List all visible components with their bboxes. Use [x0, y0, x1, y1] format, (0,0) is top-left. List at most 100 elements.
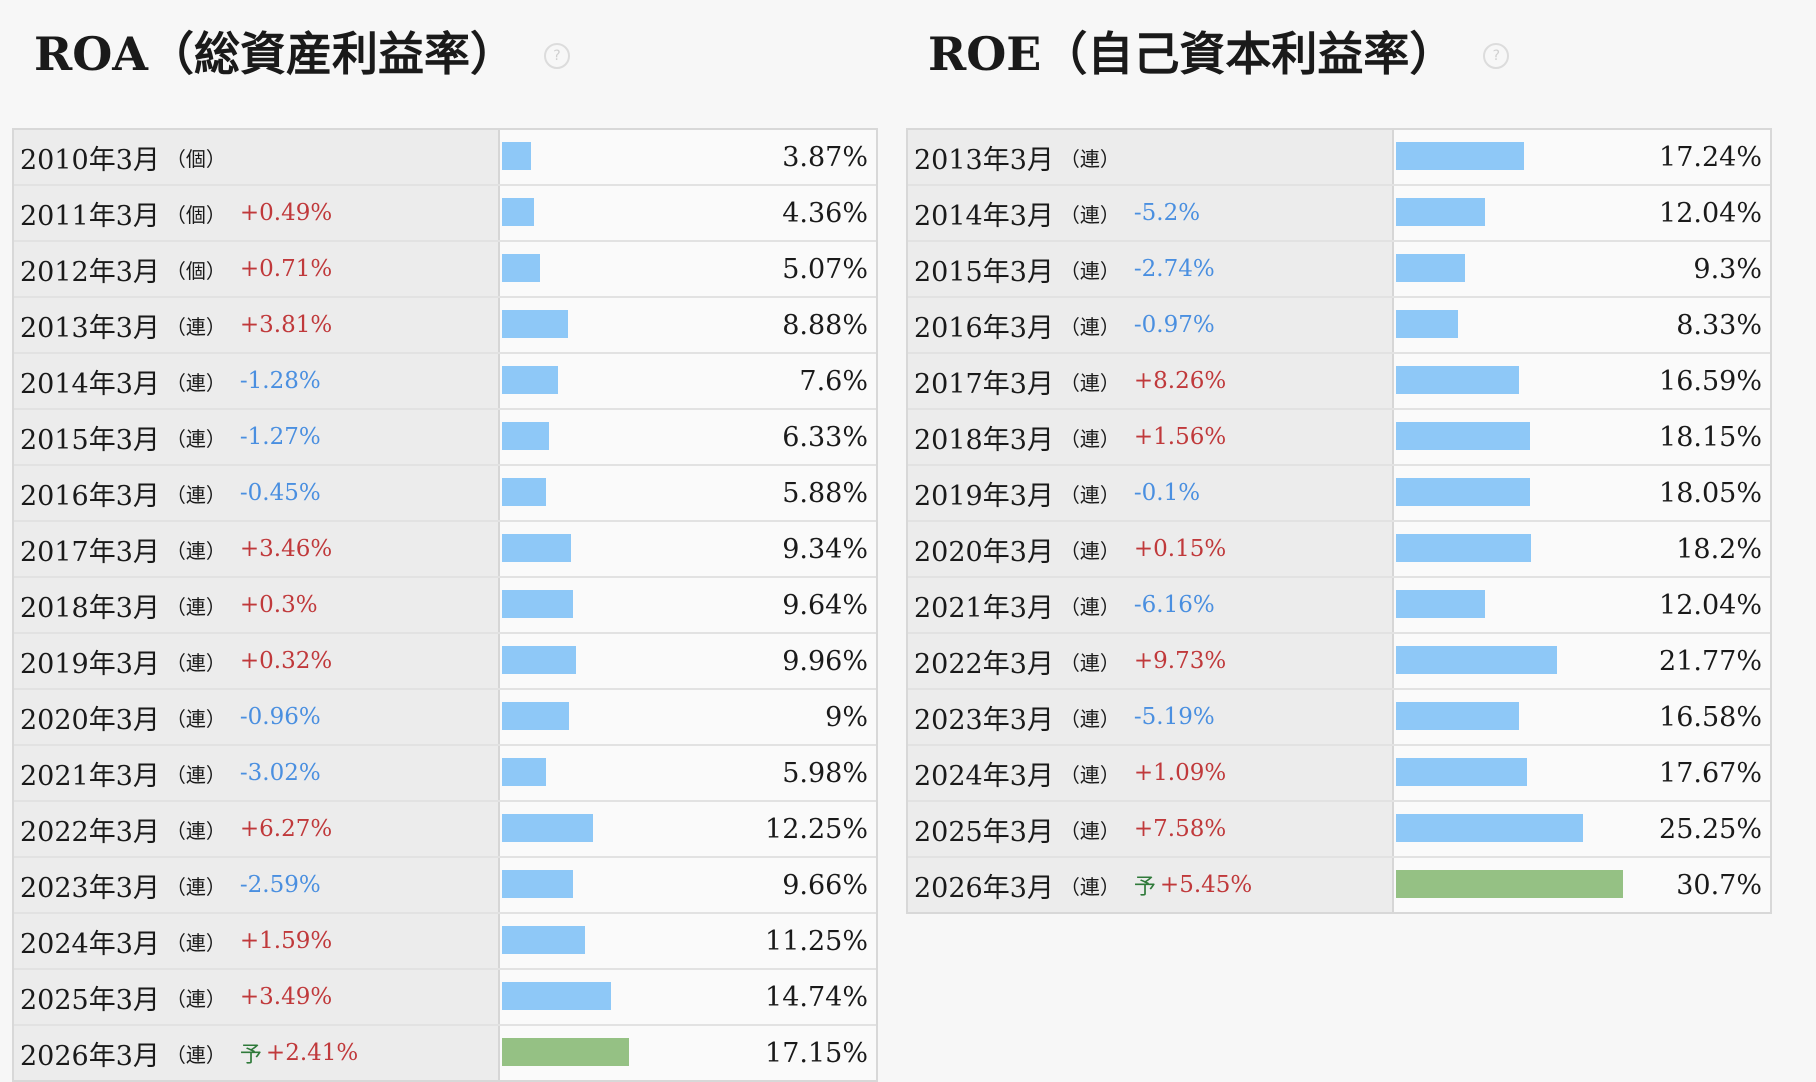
bar-cell: 12.04% — [1396, 578, 1770, 632]
consolidation-label: （連） — [165, 706, 226, 731]
consolidation-label: （連） — [165, 986, 226, 1011]
table-row: 2021年3月 （連） -6.16% 12.04% — [908, 578, 1770, 634]
change-value: -0.45% — [239, 480, 321, 506]
period-label: 2014年3月 — [914, 200, 1054, 232]
bar-cell: 18.05% — [1396, 466, 1770, 520]
consolidation-label: （連） — [165, 370, 226, 395]
period-label: 2012年3月 — [20, 256, 160, 288]
change-value: -2.59% — [239, 872, 321, 898]
help-icon[interactable]: ? — [544, 43, 570, 69]
change-value: +0.49% — [239, 200, 333, 226]
value-bar — [502, 254, 540, 282]
row-label: 2024年3月 （連） +1.09% — [908, 746, 1394, 800]
value-label: 16.58% — [1659, 701, 1762, 733]
value-bar — [502, 478, 546, 506]
consolidation-label: （連） — [165, 482, 226, 507]
value-bar — [502, 982, 611, 1010]
roe-table: 2013年3月 （連） 17.24% 2014年3月 （連） -5.2% 12.04% 201… — [906, 128, 1772, 914]
row-label: 2021年3月 （連） -6.16% — [908, 578, 1394, 632]
row-label: 2012年3月 （個） +0.71% — [14, 242, 500, 296]
consolidation-label: （連） — [1059, 706, 1120, 731]
period-label: 2021年3月 — [914, 592, 1054, 624]
row-label: 2026年3月 （連） 予 +5.45% — [908, 858, 1394, 912]
row-label: 2014年3月 （連） -1.28% — [14, 354, 500, 408]
bar-cell: 30.7% — [1396, 858, 1770, 912]
row-label: 2025年3月 （連） +3.49% — [14, 970, 500, 1024]
value-label: 9% — [825, 701, 868, 733]
period-label: 2022年3月 — [20, 816, 160, 848]
table-row: 2015年3月 （連） -1.27% 6.33% — [14, 410, 876, 466]
value-bar — [502, 758, 546, 786]
value-bar — [502, 646, 576, 674]
change-value: -6.16% — [1133, 592, 1215, 618]
table-row: 2016年3月 （連） -0.45% 5.88% — [14, 466, 876, 522]
consolidation-label: （連） — [165, 930, 226, 955]
value-label: 9.96% — [782, 645, 868, 677]
value-bar — [1396, 702, 1519, 730]
value-label: 8.88% — [782, 309, 868, 341]
change-value: +3.81% — [239, 312, 333, 338]
forecast-bar — [502, 1038, 629, 1066]
period-label: 2024年3月 — [20, 928, 160, 960]
value-bar — [1396, 814, 1583, 842]
period-label: 2015年3月 — [20, 424, 160, 456]
period-label: 2019年3月 — [20, 648, 160, 680]
bar-cell: 5.88% — [502, 466, 876, 520]
change-value: -1.27% — [239, 424, 321, 450]
value-bar — [502, 366, 558, 394]
row-label: 2014年3月 （連） -5.2% — [908, 186, 1394, 240]
value-label: 9.34% — [782, 533, 868, 565]
bar-cell: 9% — [502, 690, 876, 744]
value-label: 4.36% — [782, 197, 868, 229]
bar-cell: 8.33% — [1396, 298, 1770, 352]
table-row: 2018年3月 （連） +0.3% 9.64% — [14, 578, 876, 634]
value-label: 16.59% — [1659, 365, 1762, 397]
table-row: 2015年3月 （連） -2.74% 9.3% — [908, 242, 1770, 298]
value-bar — [502, 870, 573, 898]
row-label: 2019年3月 （連） +0.32% — [14, 634, 500, 688]
change-value: -0.96% — [239, 704, 321, 730]
table-row: 2024年3月 （連） +1.09% 17.67% — [908, 746, 1770, 802]
period-label: 2021年3月 — [20, 760, 160, 792]
change-value: -3.02% — [239, 760, 321, 786]
value-bar — [1396, 310, 1458, 338]
row-label: 2010年3月 （個） — [14, 130, 500, 184]
table-row: 2014年3月 （連） -5.2% 12.04% — [908, 186, 1770, 242]
change-value: -2.74% — [1133, 256, 1215, 282]
value-label: 30.7% — [1676, 869, 1762, 901]
value-label: 5.88% — [782, 477, 868, 509]
period-label: 2026年3月 — [914, 872, 1054, 904]
row-label: 2016年3月 （連） -0.97% — [908, 298, 1394, 352]
bar-cell: 17.15% — [502, 1026, 876, 1080]
table-row: 2023年3月 （連） -2.59% 9.66% — [14, 858, 876, 914]
period-label: 2016年3月 — [914, 312, 1054, 344]
consolidation-label: （連） — [1059, 426, 1120, 451]
table-row: 2010年3月 （個） 3.87% — [14, 130, 876, 186]
period-label: 2023年3月 — [20, 872, 160, 904]
table-row: 2019年3月 （連） +0.32% 9.96% — [14, 634, 876, 690]
period-label: 2010年3月 — [20, 144, 160, 176]
consolidation-label: （連） — [1059, 874, 1120, 899]
table-row: 2023年3月 （連） -5.19% 16.58% — [908, 690, 1770, 746]
roa-table: 2010年3月 （個） 3.87% 2011年3月 （個） +0.49% 4.36% 2012… — [12, 128, 878, 1082]
table-row: 2026年3月 （連） 予 +5.45% 30.7% — [908, 858, 1770, 912]
value-label: 21.77% — [1659, 645, 1762, 677]
bar-cell: 17.24% — [1396, 130, 1770, 184]
table-row: 2012年3月 （個） +0.71% 5.07% — [14, 242, 876, 298]
table-row: 2025年3月 （連） +7.58% 25.25% — [908, 802, 1770, 858]
period-label: 2020年3月 — [20, 704, 160, 736]
table-row: 2020年3月 （連） +0.15% 18.2% — [908, 522, 1770, 578]
bar-cell: 9.96% — [502, 634, 876, 688]
row-label: 2024年3月 （連） +1.59% — [14, 914, 500, 968]
change-value: +3.46% — [239, 536, 333, 562]
period-label: 2022年3月 — [914, 648, 1054, 680]
consolidation-label: （連） — [165, 594, 226, 619]
forecast-mark: 予 — [1133, 875, 1156, 900]
row-label: 2021年3月 （連） -3.02% — [14, 746, 500, 800]
bar-cell: 14.74% — [502, 970, 876, 1024]
period-label: 2017年3月 — [20, 536, 160, 568]
value-bar — [1396, 534, 1531, 562]
value-label: 18.15% — [1659, 421, 1762, 453]
value-label: 9.3% — [1693, 253, 1762, 285]
help-icon[interactable]: ? — [1483, 43, 1510, 69]
